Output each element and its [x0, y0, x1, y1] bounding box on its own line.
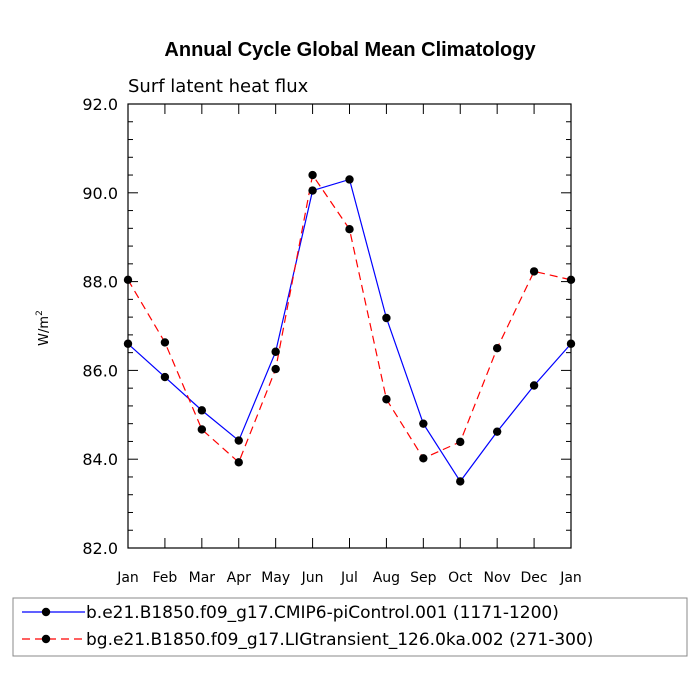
- x-tick-label: Feb: [153, 570, 178, 586]
- series-2-point: [123, 275, 133, 285]
- series-1-point: [234, 436, 243, 445]
- y-axis-label-text: W/m: [37, 316, 52, 346]
- y-axis: 82.0 84.0 86.0 88.0 90.0 92.0: [82, 95, 571, 558]
- series-1-point: [456, 477, 465, 486]
- series-1-point: [271, 347, 280, 356]
- x-tick-label: May: [261, 570, 290, 586]
- series-2-point: [566, 275, 576, 285]
- series-2-point: [456, 437, 465, 447]
- chart-title: Annual Cycle Global Mean Climatology: [164, 39, 536, 61]
- series-1-point: [492, 427, 502, 436]
- x-tick-label: Mar: [189, 570, 216, 586]
- series-2-point: [382, 395, 391, 404]
- series-2-point: [492, 344, 502, 353]
- x-tick-label: Dec: [521, 570, 548, 586]
- x-tick-label: Jul: [340, 570, 358, 586]
- series-1-point: [566, 339, 576, 348]
- series-line-1: [127, 178, 572, 483]
- series-1-point: [197, 406, 207, 415]
- legend-label-1: b.e21.B1850.f09_g17.CMIP6-piControl.001 …: [86, 603, 559, 623]
- x-tick-label: Apr: [227, 570, 251, 586]
- series-1-point: [382, 313, 391, 323]
- x-tick-label: Sep: [410, 570, 437, 586]
- series-1-point: [419, 419, 428, 428]
- series-2-point: [197, 425, 207, 434]
- legend-marker-2: [41, 634, 51, 644]
- series-1-point: [160, 372, 170, 382]
- legend-marker-1: [41, 607, 51, 617]
- series-2-point: [529, 267, 539, 276]
- y-axis-label: W/m2: [35, 310, 52, 346]
- series-1-point: [345, 175, 354, 184]
- series-2-point: [160, 338, 170, 347]
- y-tick-label: 84.0: [82, 450, 118, 469]
- series-2-point: [345, 225, 354, 234]
- series-2-point: [234, 458, 243, 467]
- y-tick-label: 88.0: [82, 273, 118, 292]
- series-2-point: [308, 170, 317, 180]
- x-tick-label: Jun: [301, 570, 324, 586]
- plot-frame: [127, 103, 572, 549]
- series-2-point: [271, 364, 280, 374]
- y-tick-label: 82.0: [82, 539, 118, 558]
- y-tick-label: 92.0: [82, 95, 118, 114]
- chart-subtitle: Surf latent heat flux: [128, 76, 309, 97]
- x-tick-label: Jan: [116, 570, 139, 586]
- legend-label-2: bg.e21.B1850.f09_g17.LIGtransient_126.0k…: [86, 630, 593, 650]
- y-tick-label: 90.0: [82, 184, 118, 203]
- series-1-point: [529, 381, 539, 390]
- x-tick-label: Oct: [448, 570, 473, 586]
- series-1-point: [308, 186, 317, 195]
- x-tick-label: Aug: [373, 570, 400, 586]
- series-layer: [123, 170, 576, 486]
- series-line-2: [127, 173, 572, 464]
- legend-box: [12, 597, 688, 657]
- x-axis: Jan Feb Mar Apr May Jun Jul Aug Sep Oct Nov Dec Jan: [116, 104, 582, 586]
- y-axis-label-superscript: 2: [35, 310, 45, 316]
- y-tick-label: 86.0: [82, 361, 118, 380]
- x-tick-label: Jan: [559, 570, 582, 586]
- legend: b.e21.B1850.f09_g17.CMIP6-piControl.001 …: [22, 603, 593, 650]
- x-tick-label: Nov: [484, 570, 511, 586]
- series-1-point: [123, 339, 133, 348]
- series-2-point: [419, 454, 428, 463]
